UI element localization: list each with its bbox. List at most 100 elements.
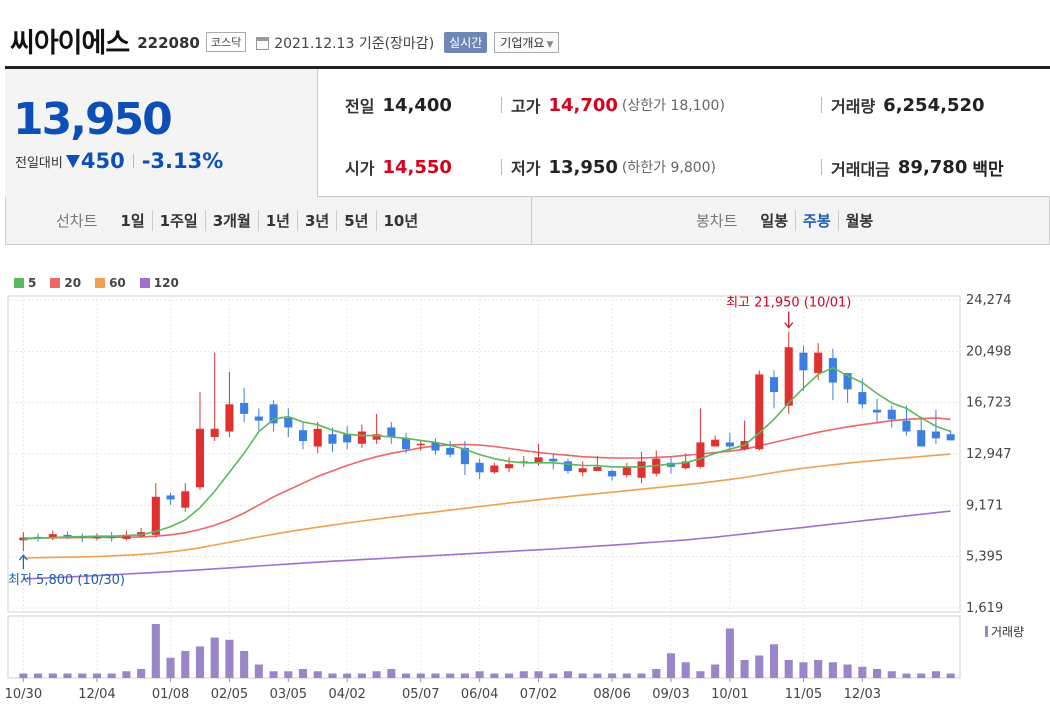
candle: [843, 373, 852, 390]
candle: [166, 495, 175, 500]
volume-bar: [151, 624, 160, 678]
volume-bar: [78, 673, 87, 678]
volume-bar: [357, 673, 366, 678]
legend-swatch: [139, 278, 150, 288]
y-tick-label: 20,498: [966, 344, 1012, 359]
candle: [711, 439, 720, 447]
candle: [696, 442, 705, 467]
candle-daily[interactable]: 일봉: [760, 212, 789, 230]
candle: [769, 377, 779, 393]
candle: [225, 404, 234, 432]
candle: [210, 428, 219, 437]
volume-bar: [387, 669, 396, 678]
candle: [799, 352, 808, 371]
period-1w[interactable]: 1주일: [151, 210, 205, 231]
candle: [902, 420, 911, 432]
divider: [821, 97, 822, 113]
candle-chart-label: 봉차트: [696, 212, 738, 230]
price-stats: 전일 14,400 고가 14,700 (상한가 18,100) 거래량 6,2…: [318, 69, 1050, 197]
volume-bar: [122, 671, 131, 678]
x-tick-label: 03/05: [270, 687, 307, 702]
candle: [622, 466, 631, 476]
candle: [151, 496, 160, 535]
volume-bar: [446, 673, 455, 678]
divider: [501, 159, 502, 175]
x-tick-label: 06/04: [461, 687, 498, 702]
volume-bar: [652, 669, 661, 678]
y-tick-label: 5,395: [966, 550, 1003, 565]
candle: [313, 428, 322, 447]
volume-legend-swatch: [985, 626, 988, 637]
candle: [401, 438, 411, 450]
volume-plot-frame: [7, 615, 961, 679]
candle: [578, 468, 587, 473]
legend-item-ma5: 5: [14, 276, 36, 290]
period-5y[interactable]: 5년: [336, 210, 375, 231]
period-3y[interactable]: 3년: [297, 210, 336, 231]
candle: [122, 534, 131, 539]
candle: [608, 470, 617, 477]
x-tick-label: 05/07: [402, 687, 439, 702]
divider: [821, 159, 822, 175]
candle: [490, 465, 499, 473]
candle-monthly[interactable]: 월봉: [837, 210, 881, 231]
down-triangle-icon: [65, 154, 80, 168]
candle: [858, 392, 867, 405]
company-overview-dropdown[interactable]: 기업개요 ▼: [494, 32, 560, 53]
candle: [107, 536, 116, 539]
x-tick-label: 10/30: [5, 687, 42, 702]
x-tick-label: 04/02: [328, 687, 365, 702]
period-3m[interactable]: 3개월: [204, 210, 258, 231]
high-stat: 고가 14,700 (상한가 18,100): [511, 94, 725, 117]
candle: [563, 461, 573, 471]
x-tick-label: 01/08: [152, 687, 189, 702]
candle: [431, 442, 440, 451]
period-1y[interactable]: 1년: [257, 210, 297, 231]
volume-bar: [34, 673, 43, 678]
candle: [460, 447, 469, 465]
volume-bar: [828, 662, 837, 678]
ma120-line: [23, 510, 951, 580]
volume-bar: [931, 671, 940, 678]
candle-chart-periods: 봉차트 일봉 주봉 월봉: [696, 197, 880, 244]
candle: [593, 466, 602, 471]
candle: [269, 404, 278, 424]
candle: [298, 430, 308, 442]
line-chart-label: 선차트: [56, 212, 98, 230]
chart-legend: 5 20 60 120: [14, 276, 193, 290]
volume-bar: [181, 651, 190, 678]
period-1d[interactable]: 1일: [120, 212, 145, 230]
x-tick-label: 07/02: [520, 687, 557, 702]
candle: [343, 434, 352, 443]
stock-title-bar: 씨아이에스 222080 코스닥 2021.12.13 기준(장마감) 실시간 …: [10, 20, 560, 60]
volume-bar: [549, 673, 558, 678]
market-badge: 코스닥: [205, 32, 247, 52]
volume-bar: [284, 671, 293, 678]
candle: [372, 434, 381, 440]
volume-bar: [401, 673, 411, 678]
volume-bar: [858, 666, 867, 678]
volume-bar: [534, 671, 543, 678]
amount-stat: 거래대금 89,780 백만: [831, 157, 1004, 180]
price-summary: 13,950 전일대비 450 -3.13% 전일 14,400 고가 14,7…: [5, 66, 1050, 197]
period-10y[interactable]: 10년: [375, 210, 426, 231]
lower-limit: (하한가 9,800): [621, 160, 717, 176]
volume-bar: [917, 673, 926, 678]
open-stat: 시가 14,550: [345, 156, 452, 179]
ma5-line: [23, 366, 951, 540]
realtime-button[interactable]: 실시간: [444, 32, 488, 53]
low-annotation: 최저 5,800 (10/30): [8, 573, 125, 588]
volume-bar: [210, 637, 219, 678]
x-tick-label: 09/03: [652, 687, 689, 702]
volume-bar: [872, 669, 882, 678]
volume-bar: [137, 669, 146, 678]
legend-swatch: [95, 278, 106, 288]
volume-stat: 거래량 6,254,520: [831, 94, 985, 117]
change-rate: -3.13%: [141, 149, 224, 173]
candle-weekly[interactable]: 주봉: [795, 210, 838, 231]
volume-bar: [107, 673, 116, 678]
high-value: 14,700: [548, 94, 618, 116]
volume-bar: [666, 653, 676, 678]
x-tick-label: 12/03: [844, 687, 881, 702]
legend-item-ma60: 60: [95, 276, 126, 290]
